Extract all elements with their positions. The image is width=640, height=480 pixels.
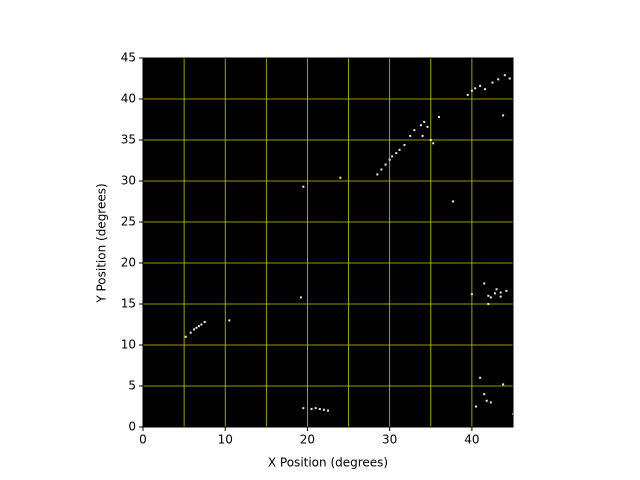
plot-area — [143, 58, 513, 427]
y-tick-label: 20 — [121, 256, 136, 270]
star-point — [470, 89, 473, 92]
star-point — [391, 155, 394, 158]
y-tick-label: 5 — [128, 379, 136, 393]
star-point — [423, 120, 426, 123]
y-tick-label: 25 — [121, 215, 136, 229]
axes-frame — [142, 57, 514, 428]
star-point — [438, 116, 440, 119]
star-point — [192, 328, 195, 331]
star-point — [376, 173, 379, 176]
star-point — [380, 168, 383, 171]
y-tick-label: 30 — [121, 174, 136, 188]
star-point — [184, 335, 187, 338]
y-tick-label: 45 — [121, 51, 136, 65]
star-point — [451, 200, 454, 203]
star-point — [502, 383, 505, 386]
star-point — [314, 407, 317, 410]
star-point — [421, 134, 424, 137]
x-tick-label: 20 — [300, 433, 315, 447]
star-point — [322, 408, 325, 411]
x-tick-label: 30 — [382, 433, 397, 447]
star-point — [384, 163, 387, 166]
star-point — [485, 399, 488, 402]
star-point — [499, 291, 502, 294]
star-point — [479, 84, 482, 87]
star-point — [474, 87, 477, 90]
x-tick-label: 0 — [139, 433, 147, 447]
star-point — [409, 134, 412, 137]
star-point — [484, 88, 487, 91]
star-point — [493, 292, 496, 295]
star-point — [302, 407, 305, 410]
star-point — [487, 303, 490, 305]
y-tick-label: 15 — [121, 297, 136, 311]
star-point — [310, 407, 313, 410]
star-point — [327, 409, 329, 412]
star-point — [388, 158, 391, 161]
star-point — [419, 124, 422, 127]
star-point — [429, 139, 432, 141]
star-point — [197, 325, 200, 328]
star-point — [403, 143, 406, 146]
star-point — [395, 152, 398, 155]
star-point — [489, 296, 492, 299]
star-point — [432, 142, 435, 145]
star-point — [200, 323, 203, 326]
y-tick-label: 40 — [121, 92, 136, 106]
y-tick-label: 10 — [121, 338, 136, 352]
y-axis-label: Y Position (degrees) — [95, 183, 109, 303]
star-point — [487, 294, 490, 297]
star-point — [398, 148, 401, 151]
x-axis-label: X Position (degrees) — [268, 456, 388, 470]
star-point — [483, 282, 486, 285]
star-point — [299, 296, 302, 299]
star-point — [475, 405, 477, 408]
star-point — [470, 293, 473, 296]
star-point — [491, 81, 494, 84]
star-point — [466, 93, 469, 96]
x-tick-label: 10 — [218, 433, 233, 447]
star-point — [505, 289, 508, 292]
star-point — [489, 401, 492, 404]
star-point — [499, 295, 502, 298]
y-tick-label: 0 — [128, 420, 136, 434]
star-point — [426, 125, 429, 128]
star-point — [203, 321, 206, 324]
star-point — [502, 114, 505, 117]
star-point — [195, 326, 198, 329]
star-point — [479, 376, 482, 379]
star-point — [497, 78, 500, 81]
star-point — [495, 288, 498, 291]
star-point — [483, 393, 486, 396]
star-point — [503, 74, 506, 77]
star-point — [189, 331, 192, 334]
star-point — [508, 77, 511, 80]
star-point — [228, 319, 231, 322]
star-point — [302, 185, 305, 188]
y-tick-label: 35 — [121, 133, 136, 147]
star-point — [339, 176, 342, 179]
star-point — [413, 129, 416, 132]
x-tick-label: 40 — [464, 433, 479, 447]
star-point — [318, 407, 321, 410]
